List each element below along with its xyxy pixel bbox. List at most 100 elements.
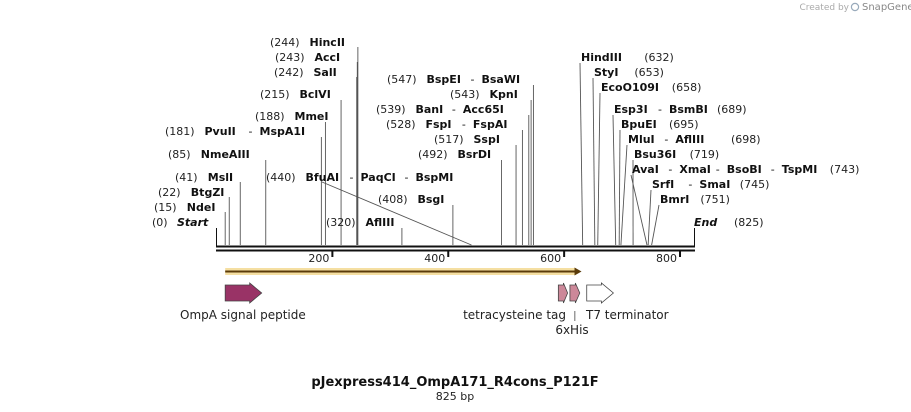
site-position: (547) — [387, 73, 417, 86]
start-position: (0) — [152, 216, 168, 229]
site-afliii[interactable]: (320) AflIII — [326, 216, 403, 245]
site-bsu36i[interactable]: Bsu36I (719) — [632, 148, 720, 246]
sequence-length: 825 bp — [436, 390, 474, 403]
site-position: (181) — [165, 125, 195, 138]
site-msli[interactable]: (41) MslI — [175, 171, 241, 245]
site-esp3i[interactable]: Esp3I - BsmBI (689) — [612, 103, 747, 246]
site-acci[interactable]: (243) AccI — [275, 51, 358, 245]
site-position: (719) — [690, 148, 720, 161]
site-fspi[interactable]: (528) FspI - FspAI — [386, 118, 523, 245]
site-line — [630, 174, 648, 246]
ruler: 200 400 600 800 — [308, 251, 682, 265]
site-pvuii[interactable]: (181) PvuII - MspA1I — [165, 125, 322, 245]
site-separator: - — [471, 73, 475, 86]
site-position: (658) — [672, 81, 702, 94]
site-line — [592, 77, 596, 246]
ruler-tick-800: 800 — [656, 251, 682, 265]
site-srfi[interactable]: SrfI - SmaI (745) — [647, 178, 770, 246]
site-enzyme-name: MluI — [628, 133, 655, 146]
tick-label: 400 — [424, 252, 445, 265]
site-enzyme-name: NdeI — [187, 201, 216, 214]
site-line — [612, 114, 617, 246]
site-enzyme-name: StyI — [594, 66, 618, 79]
feature-his6[interactable]: 6xHis — [555, 282, 589, 337]
tick-label: 200 — [308, 252, 329, 265]
site-enzyme-name: BmrI — [660, 193, 689, 206]
tick-mark — [331, 251, 334, 257]
site-enzyme-name: MslI — [208, 171, 233, 184]
site-bfuai[interactable]: (440) BfuAI - PaqCI - BspMI — [266, 171, 472, 246]
feature-tetracys[interactable]: tetracysteine tag — [463, 282, 569, 322]
site-separator: - — [452, 103, 456, 116]
start-label: Start — [177, 216, 209, 229]
site-separator: - — [668, 163, 672, 176]
site-enzyme-name: MspA1I — [260, 125, 306, 138]
feature-label: 6xHis — [555, 323, 588, 337]
site-enzyme-name: Esp3I — [614, 103, 648, 116]
site-enzyme-name: PaqCI — [361, 171, 396, 184]
site-separator: - — [658, 103, 662, 116]
feature-ompa[interactable]: OmpA signal peptide — [180, 282, 306, 322]
site-bclvi[interactable]: (215) BclVI — [260, 88, 342, 245]
site-nmeaiii[interactable]: (85) NmeAIII — [168, 148, 267, 245]
site-btgzi[interactable]: (22) BtgZI — [158, 186, 230, 245]
site-ndei[interactable]: (15) NdeI — [154, 201, 226, 245]
site-position: (440) — [266, 171, 296, 184]
site-bsrdi[interactable]: (492) BsrDI — [418, 148, 503, 245]
site-enzyme-name: Acc65I — [463, 103, 504, 116]
site-enzyme-name: BsrDI — [458, 148, 492, 161]
site-bpuei[interactable]: BpuEI (695) — [618, 118, 699, 246]
site-ecoo109i[interactable]: EcoO109I (658) — [597, 81, 702, 246]
site-position: (698) — [731, 133, 761, 146]
restriction-sites: (15) NdeI(22) BtgZI(41) MslI(85) NmeAIII(181… — [154, 36, 859, 246]
site-position: (41) — [175, 171, 198, 184]
feature-label: tetracysteine tag — [463, 308, 566, 322]
site-sali[interactable]: (242) SalI — [274, 66, 358, 245]
site-position: (695) — [669, 118, 699, 131]
site-position: (85) — [168, 148, 191, 161]
site-styi[interactable]: StyI (653) — [592, 66, 664, 246]
site-enzyme-name: AccI — [315, 51, 341, 64]
site-avai[interactable]: AvaI - XmaI - BsoBI - TspMI (743) — [630, 163, 859, 246]
site-position: (632) — [644, 51, 674, 64]
feature-t7term[interactable]: T7 terminator — [585, 282, 669, 322]
backbone-bottom-strand — [216, 249, 695, 252]
site-bspei[interactable]: (547) BspEI - BsaWI — [387, 73, 534, 245]
site-bmri[interactable]: BmrI (751) — [651, 193, 730, 246]
site-separator: - — [771, 163, 775, 176]
credit-prefix: Created by — [799, 3, 849, 13]
site-enzyme-name: TspMI — [782, 163, 818, 176]
site-position: (689) — [717, 103, 747, 116]
backbone-top-strand — [216, 245, 695, 248]
site-enzyme-name: AflIII — [366, 216, 395, 229]
feature-arrow — [586, 282, 615, 304]
site-enzyme-name: SrfI — [652, 178, 674, 191]
site-hincii[interactable]: (244) HincII — [270, 36, 359, 245]
site-position: (492) — [418, 148, 448, 161]
feature-label: OmpA signal peptide — [180, 308, 306, 322]
ruler-tick-600: 600 — [540, 251, 566, 265]
site-separator: - — [405, 171, 409, 184]
orf-arrow[interactable] — [225, 267, 582, 276]
orf-arrowhead — [574, 267, 582, 276]
site-position: (22) — [158, 186, 181, 199]
site-enzyme-name: BsoBI — [727, 163, 762, 176]
site-bsgi[interactable]: (408) BsgI — [378, 193, 454, 245]
site-enzyme-name: BanI — [416, 103, 444, 116]
tick-mark — [679, 251, 682, 257]
site-enzyme-name: SmaI — [699, 178, 730, 191]
site-enzyme-name: MmeI — [295, 110, 329, 123]
site-position: (745) — [740, 178, 770, 191]
site-position: (751) — [700, 193, 730, 206]
site-position: (543) — [450, 88, 480, 101]
site-enzyme-name: BsmBI — [669, 103, 708, 116]
site-bani[interactable]: (539) BanI - Acc65I — [376, 103, 530, 245]
site-sspi[interactable]: (517) SspI — [434, 133, 517, 245]
site-kpni[interactable]: (543) KpnI — [450, 88, 532, 245]
sequence-title: pJexpress414_OmpA171_R4cons_P121F — [311, 375, 598, 390]
site-hindiii[interactable]: HindIII (632) — [579, 51, 674, 246]
tick-mark — [563, 251, 566, 257]
site-mlui[interactable]: MluI - AflIII (698) — [620, 133, 761, 246]
site-enzyme-name: FspAI — [473, 118, 508, 131]
